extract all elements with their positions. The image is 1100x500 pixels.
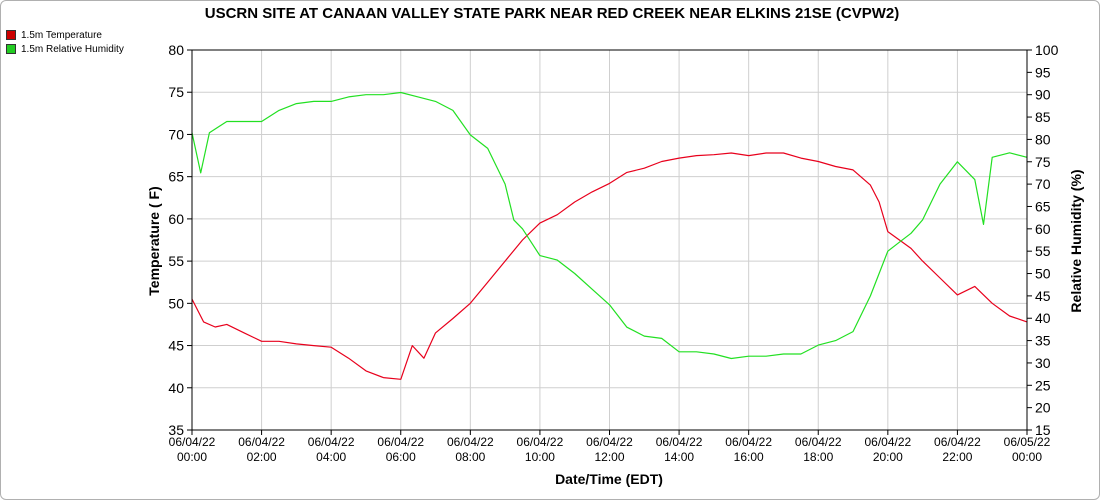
- x-tick-label-time: 10:00: [525, 450, 555, 464]
- series-group: [191, 91, 1028, 380]
- x-tick-label-date: 06/04/22: [864, 435, 911, 449]
- legend-label-temperature: 1.5m Temperature: [21, 29, 102, 41]
- y2-tick-label: 25: [1035, 377, 1051, 393]
- x-tick-label-date: 06/04/22: [447, 435, 494, 449]
- y2-tick-label: 65: [1035, 198, 1051, 214]
- plot-border: [191, 49, 1028, 431]
- x-tick-label-date: 06/04/22: [934, 435, 981, 449]
- x-tick-label-date: 06/04/22: [238, 435, 285, 449]
- x-tick-label-time: 00:00: [177, 450, 207, 464]
- x-axis-label: Date/Time (EDT): [555, 471, 663, 487]
- legend-item-humidity[interactable]: 1.5m Relative Humidity: [6, 42, 124, 56]
- x-tick-label-time: 16:00: [734, 450, 764, 464]
- series-line-humidity: [191, 91, 1028, 360]
- y2-tick-label: 35: [1035, 333, 1051, 349]
- x-tick-label-time: 22:00: [942, 450, 972, 464]
- y2-tick-label: 45: [1035, 288, 1051, 304]
- legend-label-humidity: 1.5m Relative Humidity: [21, 43, 124, 55]
- x-tick-label-time: 08:00: [455, 450, 485, 464]
- x-tick-label-date: 06/04/22: [377, 435, 424, 449]
- y-tick-label: 65: [168, 169, 184, 185]
- y2-tick-label: 90: [1035, 87, 1051, 103]
- legend: 1.5m Temperature 1.5m Relative Humidity: [6, 28, 124, 56]
- y2-tick-label: 60: [1035, 221, 1051, 237]
- legend-swatch-temperature: [6, 30, 16, 40]
- y2-tick-label: 40: [1035, 310, 1051, 326]
- y2-tick-label: 100: [1035, 42, 1059, 58]
- x-tick-label-date: 06/04/22: [586, 435, 633, 449]
- x-tick-label-date: 06/04/22: [795, 435, 842, 449]
- y2-axis-label: Relative Humidity (%): [1068, 169, 1084, 312]
- legend-item-temperature[interactable]: 1.5m Temperature: [6, 28, 124, 42]
- y2-tick-label: 20: [1035, 400, 1051, 416]
- y2-tick-label: 30: [1035, 355, 1051, 371]
- y2-tick-label: 50: [1035, 266, 1051, 282]
- y-tick-label: 45: [168, 338, 184, 354]
- y-axis-label: Temperature ( F): [146, 186, 162, 295]
- y2-tick-label: 15: [1035, 422, 1051, 438]
- grid: [192, 50, 1027, 430]
- legend-swatch-humidity: [6, 44, 16, 54]
- x-tick-label-date: 06/04/22: [517, 435, 564, 449]
- y-tick-label: 55: [168, 253, 184, 269]
- x-tick-label-time: 00:00: [1012, 450, 1042, 464]
- axes: 06/04/2200:0006/04/2202:0006/04/2204:000…: [168, 42, 1058, 464]
- y2-tick-label: 85: [1035, 109, 1051, 125]
- y-tick-label: 40: [168, 380, 184, 396]
- y2-tick-label: 70: [1035, 176, 1051, 192]
- x-tick-label-time: 04:00: [316, 450, 346, 464]
- y2-tick-label: 95: [1035, 64, 1051, 80]
- y2-tick-label: 75: [1035, 154, 1051, 170]
- series-line-temperature: [191, 152, 1028, 380]
- x-tick-label-date: 06/04/22: [308, 435, 355, 449]
- x-tick-label-time: 12:00: [594, 450, 624, 464]
- x-tick-label-time: 20:00: [873, 450, 903, 464]
- y-tick-label: 80: [168, 42, 184, 58]
- y-tick-label: 70: [168, 126, 184, 142]
- x-tick-label-time: 14:00: [664, 450, 694, 464]
- x-tick-label-date: 06/05/22: [1004, 435, 1051, 449]
- chart-title: USCRN SITE AT CANAAN VALLEY STATE PARK N…: [205, 5, 900, 22]
- x-tick-label-date: 06/04/22: [725, 435, 772, 449]
- y-tick-label: 50: [168, 295, 184, 311]
- x-tick-label-date: 06/04/22: [656, 435, 703, 449]
- x-tick-label-time: 18:00: [803, 450, 833, 464]
- y2-tick-label: 80: [1035, 131, 1051, 147]
- y-tick-label: 75: [168, 84, 184, 100]
- x-tick-label-date: 06/04/22: [169, 435, 216, 449]
- y2-tick-label: 55: [1035, 243, 1051, 259]
- x-tick-label-time: 06:00: [386, 450, 416, 464]
- y-tick-label: 60: [168, 211, 184, 227]
- y-tick-label: 35: [168, 422, 184, 438]
- x-tick-label-time: 02:00: [247, 450, 277, 464]
